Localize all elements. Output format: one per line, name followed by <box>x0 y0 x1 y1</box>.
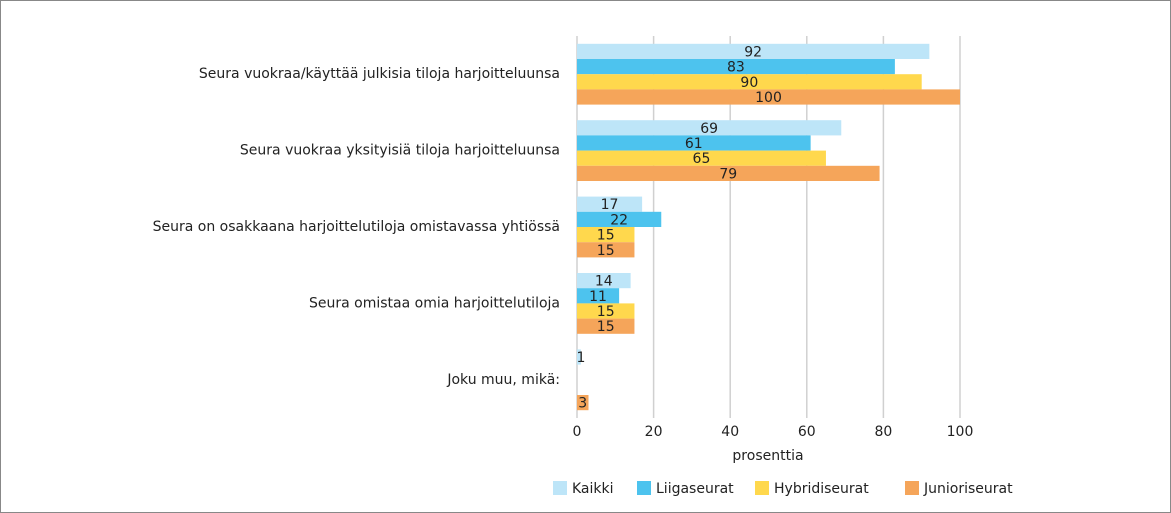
legend-label: Kaikki <box>572 481 614 497</box>
bar <box>577 74 922 90</box>
data-label: 15 <box>597 243 615 259</box>
data-label: 90 <box>740 75 758 91</box>
bar <box>577 318 635 334</box>
data-label: 79 <box>719 166 737 182</box>
category-label: Seura vuokraa yksityisiä tiloja harjoitt… <box>240 143 560 159</box>
x-tick-label: 20 <box>645 424 663 440</box>
legend-swatch <box>755 481 769 495</box>
x-axis-label: prosenttia <box>732 448 803 464</box>
data-label: 65 <box>693 151 711 167</box>
bar <box>577 288 620 304</box>
legend-swatch <box>905 481 919 495</box>
bar <box>577 242 635 258</box>
x-tick-label: 100 <box>947 424 974 440</box>
legend-label: Hybridiseurat <box>774 481 869 497</box>
x-tick-label: 80 <box>874 424 892 440</box>
category-label: Seura on osakkaana harjoittelutiloja omi… <box>153 219 560 235</box>
data-label: 17 <box>601 197 619 213</box>
bar <box>577 395 589 411</box>
data-label: 15 <box>597 228 615 244</box>
bar <box>577 89 960 105</box>
data-label: 61 <box>685 136 703 152</box>
data-label: 3 <box>578 396 587 412</box>
category-label: Seura omistaa omia harjoittelutiloja <box>309 295 560 311</box>
bar <box>577 135 811 151</box>
bar <box>577 196 643 212</box>
data-label: 100 <box>755 90 782 106</box>
bar <box>577 211 662 227</box>
data-label: 83 <box>727 60 745 76</box>
bar <box>577 227 635 243</box>
bar <box>577 303 635 319</box>
bar <box>577 165 880 181</box>
data-label: 92 <box>744 44 762 60</box>
data-label: 1 <box>576 350 585 366</box>
bar <box>577 120 842 136</box>
bar <box>577 150 826 166</box>
category-label: Joku muu, mikä: <box>446 372 560 388</box>
bar <box>577 349 581 365</box>
x-tick-label: 0 <box>573 424 582 440</box>
x-tick-label: 60 <box>798 424 816 440</box>
data-label: 11 <box>589 289 607 305</box>
legend-swatch <box>637 481 651 495</box>
legend-swatch <box>553 481 567 495</box>
legend-label: Liigaseurat <box>656 481 734 497</box>
bar <box>577 273 631 289</box>
data-label: 14 <box>595 274 613 290</box>
data-label: 69 <box>700 121 718 137</box>
x-tick-label: 40 <box>721 424 739 440</box>
bar <box>577 43 930 59</box>
data-label: 15 <box>597 319 615 335</box>
legend-label: Junioriseurat <box>923 481 1013 497</box>
data-label: 15 <box>597 304 615 320</box>
data-label: 22 <box>610 212 628 228</box>
bar <box>577 59 895 75</box>
category-label: Seura vuokraa/käyttää julkisia tiloja ha… <box>199 66 560 82</box>
